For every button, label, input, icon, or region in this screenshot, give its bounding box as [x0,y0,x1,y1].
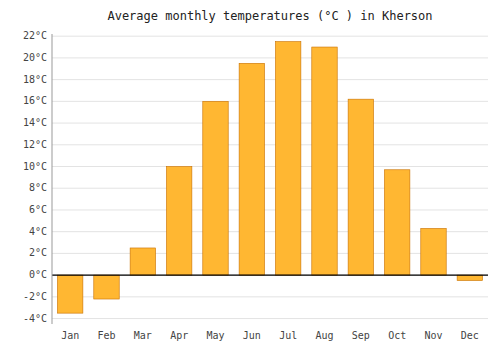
x-tick-label: Dec [461,330,479,341]
grid-line [52,36,488,37]
x-tick-label: May [206,330,224,341]
zero-line [52,275,488,276]
x-tick-label: Apr [170,330,188,341]
grid-line [52,188,488,189]
bar [94,275,119,299]
bar [457,275,482,280]
x-tick-label: Nov [424,330,442,341]
grid-line [52,101,488,102]
x-tick-label: Jan [61,330,79,341]
x-tick-label: Sep [352,330,370,341]
y-tick-label: -4°C [23,313,47,324]
bar [130,248,155,275]
y-tick-label: 16°C [23,95,47,106]
bar [312,47,337,275]
title: Average monthly temperatures (°C ) in Kh… [107,9,432,23]
x-tick-label: Oct [388,330,406,341]
bar [166,167,191,276]
x-tick-label: Feb [97,330,115,341]
grid-line [52,166,488,167]
bar [275,42,300,276]
bar [203,101,228,275]
y-tick-label: 2°C [29,247,47,258]
x-tick-label: Mar [134,330,152,341]
grid-line [52,318,488,319]
y-tick-label: 6°C [29,204,47,215]
grid-line [52,57,488,58]
y-axis-line [52,34,53,324]
y-tick-label: 8°C [29,182,47,193]
grid [52,36,488,318]
grid-line [52,144,488,145]
y-tick-label: -2°C [23,291,47,302]
y-tick-label: 12°C [23,139,47,150]
grid-line [52,275,488,276]
background [0,0,500,350]
bar [384,170,409,275]
y-ticks: -4°C -2°C 0°C 2°C 4°C 6°C 8°C 10°C 12°C 14°C 16°C 1… [23,30,47,323]
bar [239,63,264,275]
bar [57,275,82,313]
grid-line [52,123,488,124]
x-ticks: Jan Feb Mar Apr May Jun Jul Aug Sep Oct Nov Dec [61,330,479,341]
y-tick-label: 4°C [29,226,47,237]
y-tick-label: 0°C [29,269,47,280]
grid-line [52,209,488,210]
y-tick-label: 22°C [23,30,47,41]
y-tick-label: 20°C [23,52,47,63]
y-tick-label: 14°C [23,117,47,128]
x-tick-label: Jun [243,330,261,341]
y-tick-label: 10°C [23,161,47,172]
x-tick-label: Aug [315,330,333,341]
x-tick-label: Jul [279,330,297,341]
bar [348,99,373,275]
bars [57,42,482,314]
chart: -4°C -2°C 0°C 2°C 4°C 6°C 8°C 10°C 12°C 14°C 16°C 1… [0,0,500,350]
grid-line [52,79,488,80]
y-tick-label: 18°C [23,74,47,85]
bar [421,228,446,275]
